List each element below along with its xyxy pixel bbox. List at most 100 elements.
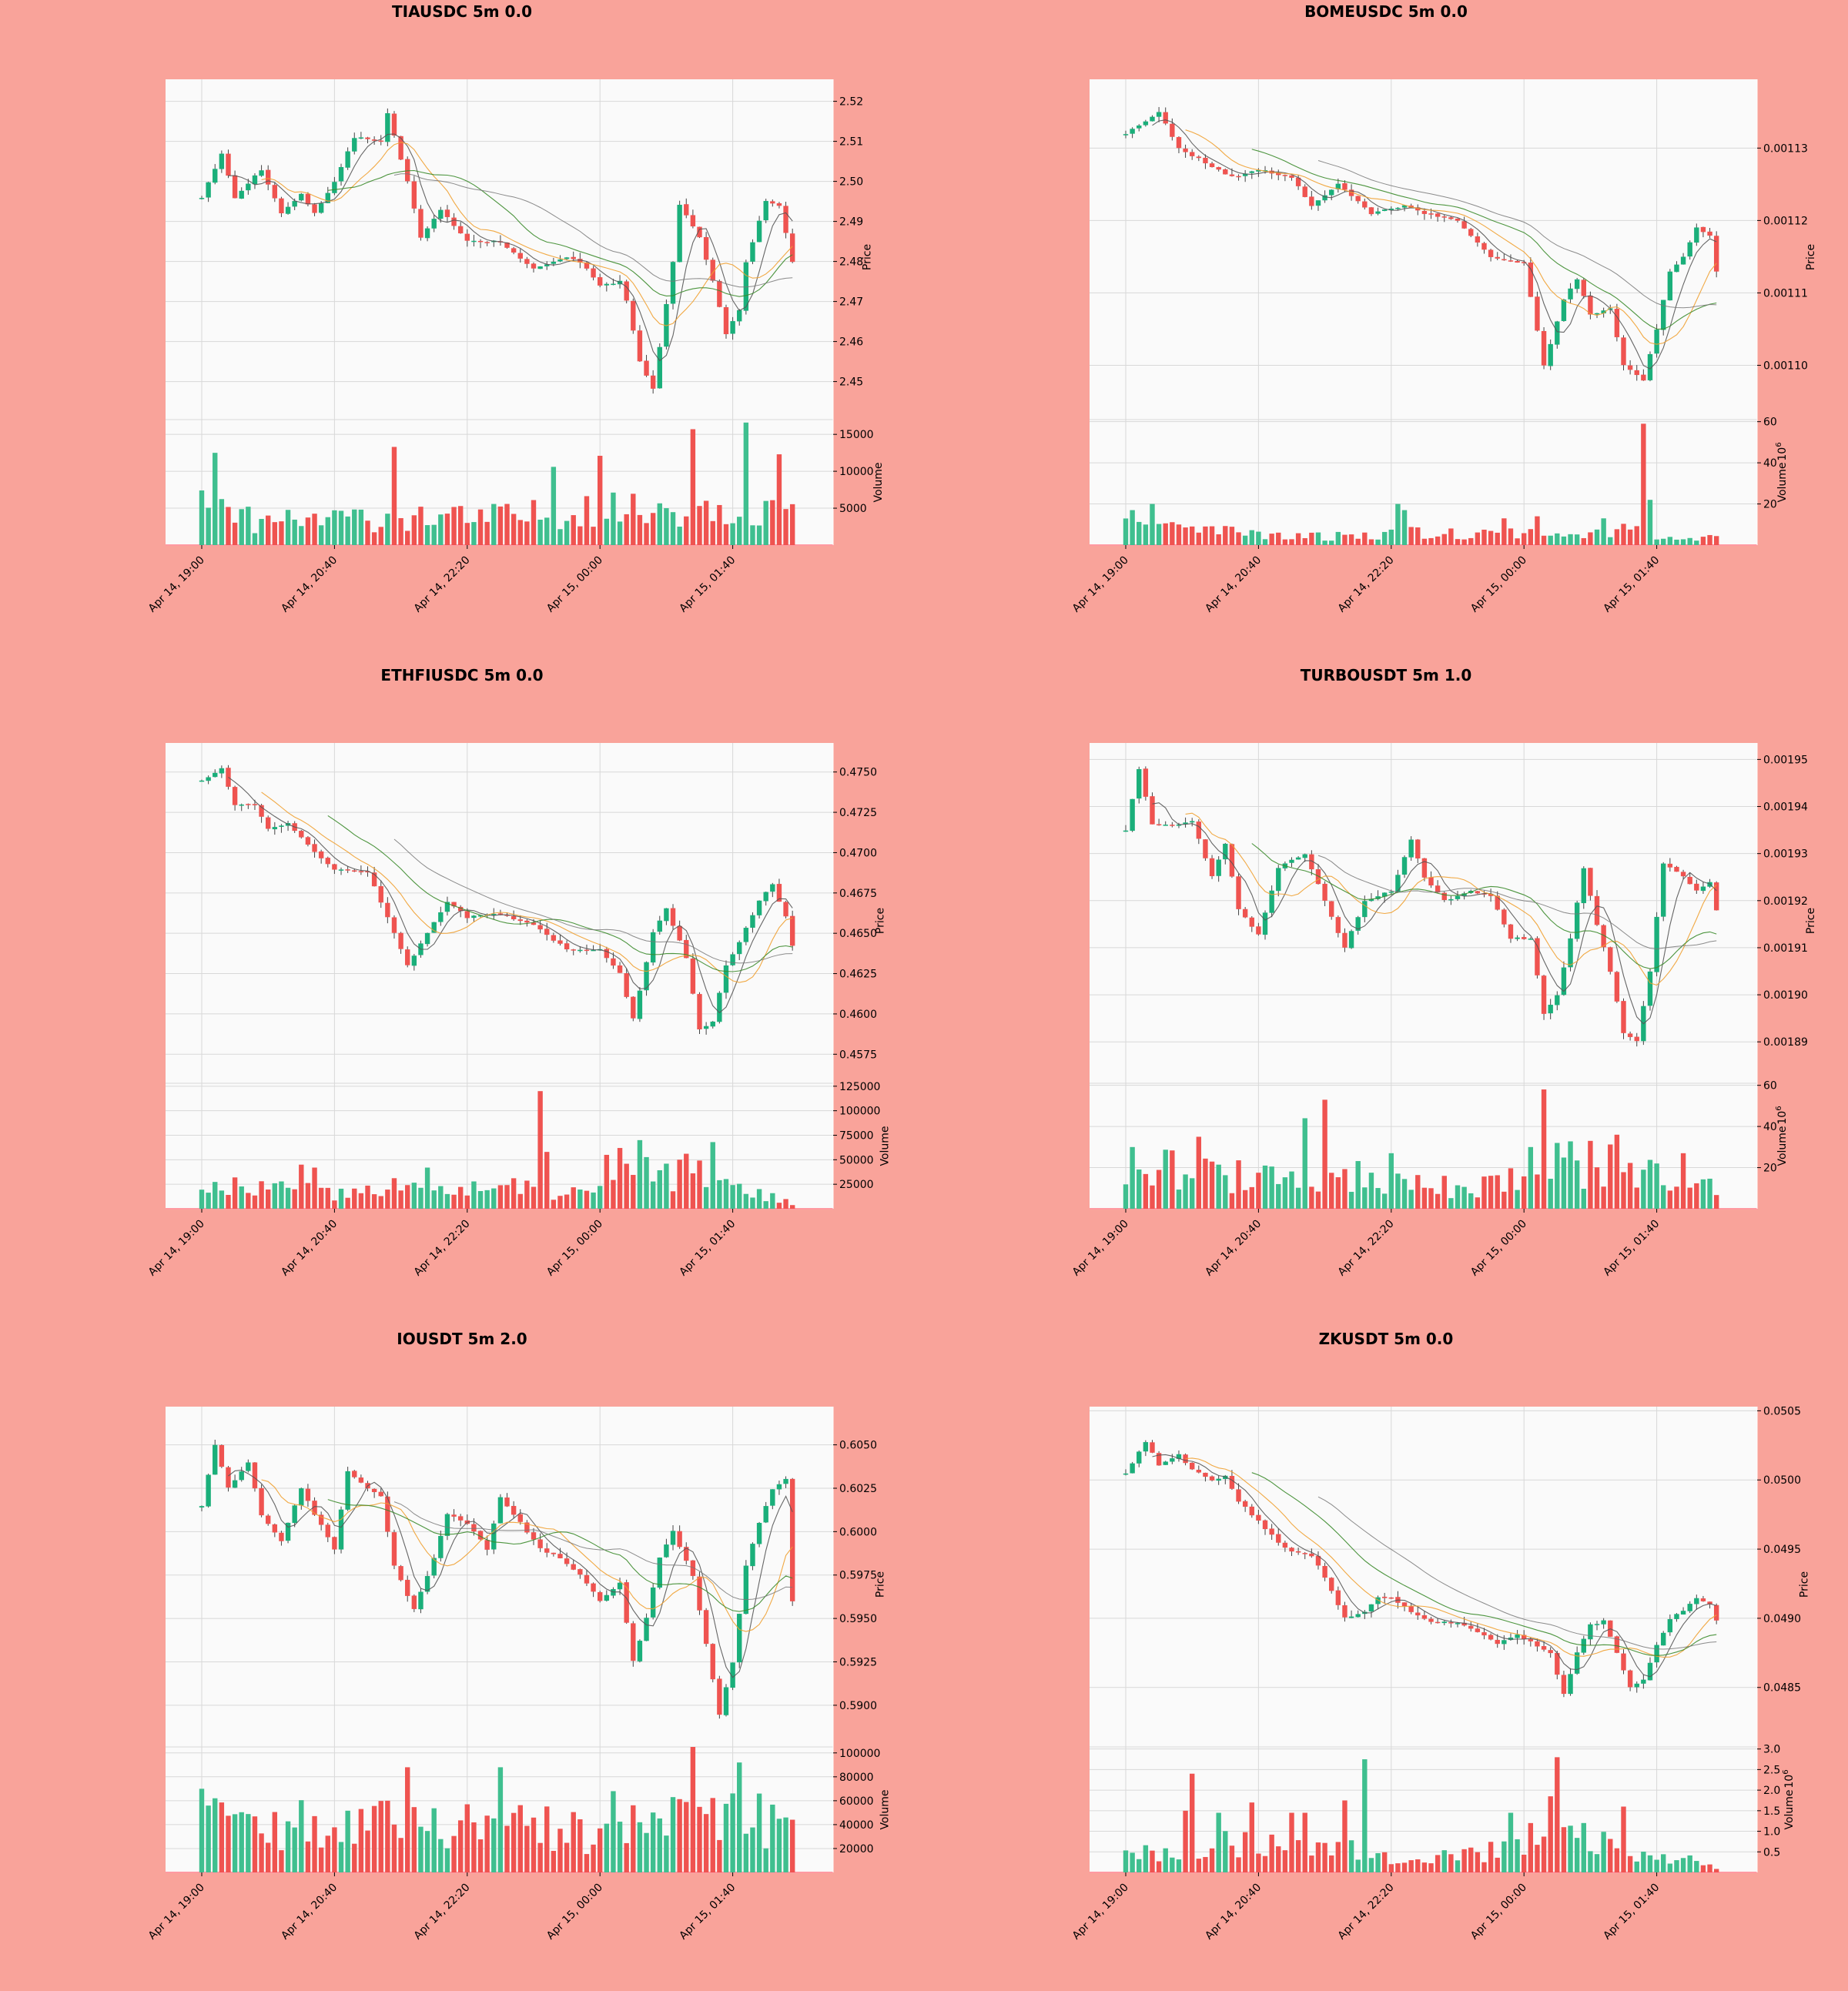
volume-bar [1415, 527, 1421, 545]
candle-body [352, 1471, 357, 1477]
volume-scale-label: 106 [1775, 1106, 1789, 1124]
candle-body [624, 1582, 629, 1623]
volume-tick-label: 20 [1763, 1163, 1777, 1175]
candle-body [1535, 938, 1540, 975]
candle-body [1707, 231, 1712, 236]
candle [1322, 1562, 1327, 1581]
candle-body [1634, 1683, 1639, 1688]
volume-bar [770, 1193, 775, 1209]
candle [1395, 869, 1401, 893]
candle [405, 946, 410, 968]
volume-bar [551, 1200, 557, 1209]
candle-body [1123, 830, 1129, 832]
candle [391, 1529, 397, 1570]
candle-body [564, 943, 570, 950]
volume-bar [491, 1188, 497, 1209]
candle [1475, 891, 1481, 895]
volume-bar [219, 1802, 225, 1872]
volume-bar [1661, 1854, 1666, 1872]
volume-tick-label: 2.0 [1763, 1785, 1780, 1797]
volume-bar [477, 509, 484, 545]
volume-bar [524, 521, 530, 545]
candle [1309, 190, 1314, 210]
volume-bar [670, 1797, 676, 1872]
chart-svg: ETHFIUSDC 5m 0.00.45750.46000.46250.4650… [146, 666, 892, 1279]
volume-bar [1421, 538, 1428, 545]
candle-body [219, 1444, 225, 1467]
volume-bar [1242, 535, 1248, 545]
candle-body [471, 240, 477, 243]
volume-bar [1381, 531, 1388, 545]
volume-bar [1581, 1189, 1586, 1209]
candle [1381, 209, 1388, 212]
candle-body [378, 886, 383, 903]
volume-bar [1561, 1827, 1567, 1872]
candle [1574, 1646, 1580, 1675]
volume-bar [1408, 527, 1414, 545]
candle [1315, 1551, 1321, 1570]
volume-bar [504, 504, 510, 545]
volume-bar [1236, 1160, 1241, 1209]
candle [1502, 1635, 1507, 1650]
candle [385, 897, 390, 924]
candle-body [1421, 211, 1428, 214]
candle-body [418, 209, 424, 238]
plot-area [166, 743, 833, 1209]
candle-body [1289, 859, 1294, 863]
volume-bar [1163, 1149, 1168, 1209]
candle-body [1568, 1674, 1573, 1695]
volume-bar [1680, 1153, 1686, 1209]
candle-body [345, 869, 350, 871]
candle-body [1713, 1605, 1719, 1621]
volume-bar [1190, 526, 1195, 545]
volume-bar [664, 508, 669, 545]
candle [524, 919, 530, 927]
volume-bar [776, 1819, 782, 1872]
candle-body [1641, 1679, 1646, 1684]
candle-body [484, 1540, 490, 1550]
x-tick-label: Apr 14, 19:00 [146, 554, 207, 615]
candle-body [226, 1467, 231, 1488]
candle [1614, 303, 1620, 342]
volume-bar [285, 1821, 291, 1872]
candle [1515, 1630, 1520, 1645]
price-axis-label: Price [1799, 1571, 1811, 1598]
volume-bar [444, 1193, 450, 1209]
candle-body [411, 955, 417, 966]
candle-body [1614, 972, 1620, 1002]
candle [378, 135, 383, 146]
candle-body [631, 1623, 636, 1661]
volume-bar [1269, 1834, 1274, 1872]
volume-bar [737, 1762, 742, 1872]
candle-body [1441, 892, 1447, 900]
volume-bar [352, 1188, 357, 1209]
candle [770, 882, 775, 898]
candle [1495, 252, 1500, 261]
candle-body [305, 1488, 311, 1501]
candle [1203, 154, 1208, 169]
volume-bar [318, 525, 324, 545]
candle [710, 257, 715, 283]
candle [232, 170, 238, 199]
candle [1621, 1649, 1626, 1675]
candle-body [697, 226, 702, 238]
candle [438, 206, 444, 223]
candle [1707, 227, 1712, 239]
candle [1588, 1622, 1593, 1645]
volume-bar [418, 1187, 424, 1209]
candle-body [279, 1532, 284, 1541]
candle-body [737, 1614, 742, 1663]
candle [1555, 1651, 1560, 1680]
volume-bar [352, 1843, 357, 1872]
candle [1614, 1635, 1620, 1654]
candle-body [1421, 858, 1428, 878]
volume-bar [677, 527, 682, 545]
volume-bar [398, 1190, 403, 1209]
volume-bar [1329, 540, 1334, 545]
candle [1561, 299, 1567, 322]
candle [444, 1512, 450, 1541]
volume-bar [378, 1196, 383, 1209]
volume-bar [391, 447, 397, 545]
candle [783, 201, 788, 239]
candle-body [517, 253, 523, 259]
